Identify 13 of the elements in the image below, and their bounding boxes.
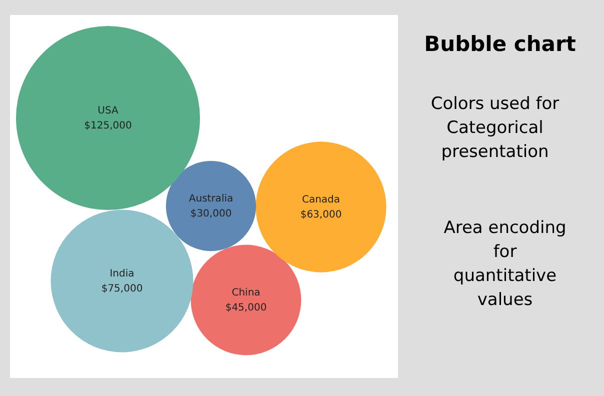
category-label: China (232, 288, 260, 299)
data-label: $125,000 (84, 120, 132, 132)
data-label: $75,000 (101, 284, 143, 295)
text: Colors used for Categorical presentation (430, 93, 560, 164)
category-label: India (110, 268, 134, 280)
category-label: USA (98, 106, 118, 117)
text: Area encoding for quantitative values (442, 217, 568, 312)
data-label: $63,000 (300, 210, 342, 221)
text: Bubble chart (423, 32, 577, 56)
data-label: $30,000 (190, 208, 232, 220)
data-label: $45,000 (225, 302, 267, 314)
category-label: Australia (188, 194, 234, 205)
category-label: Canada (302, 194, 340, 206)
